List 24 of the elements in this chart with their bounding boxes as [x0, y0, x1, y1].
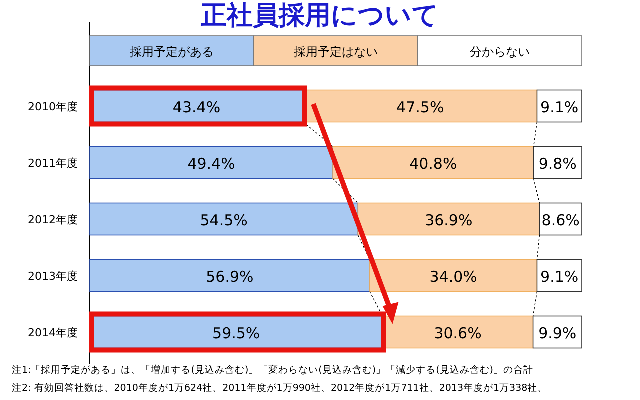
- data-label: 54.5%: [200, 211, 248, 230]
- y-tick-label: 2012年度: [28, 213, 78, 226]
- data-label: 36.9%: [425, 211, 473, 230]
- y-tick-label: 2010年度: [28, 100, 78, 114]
- data-label: 9.1%: [540, 268, 579, 286]
- data-label: 59.5%: [212, 324, 260, 342]
- data-label: 40.8%: [410, 154, 458, 173]
- y-tick-label: 2011年度: [28, 156, 78, 170]
- data-label: 8.6%: [542, 211, 580, 230]
- data-label: 56.9%: [206, 268, 254, 286]
- y-tick-label: 2014年度: [28, 326, 78, 340]
- data-label: 49.4%: [188, 154, 236, 173]
- y-tick-label: 2013年度: [28, 270, 78, 283]
- text: 注1:「採用予定がある」は、「増加する(見込み含む)」「変わらない(見込み含む)」「減少する(見込み含む)」の合計: [12, 364, 534, 376]
- data-label: 47.5%: [396, 98, 444, 116]
- data-label: 34.0%: [430, 268, 478, 286]
- legend: 採用予定がある 採用予定はない 分からない: [90, 36, 582, 66]
- data-label: 9.9%: [538, 324, 577, 342]
- data-label: 9.8%: [538, 154, 577, 173]
- data-label: 9.1%: [540, 98, 579, 116]
- data-label: 43.4%: [172, 98, 221, 116]
- text: 注2: 有効回答社数は、2010年度が1万624社、2011年度が1万990社、2012年度が1万711社、2013年度が1万338社、: [12, 382, 548, 394]
- data-label: 30.6%: [434, 324, 482, 342]
- chart-title: 正社員採用について: [200, 1, 439, 31]
